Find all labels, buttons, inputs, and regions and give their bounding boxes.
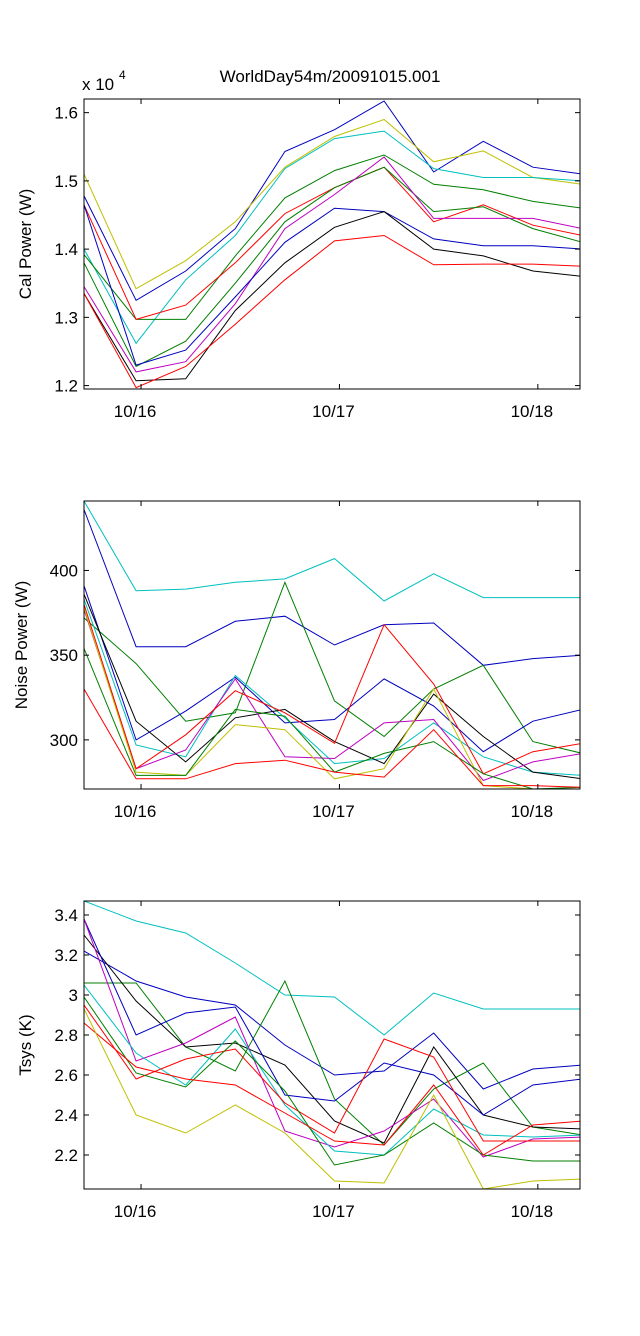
y-tick-label: 400 xyxy=(50,561,78,580)
x-tick-label: 10/18 xyxy=(511,402,554,421)
chart-panels: 1.2 1.3 1.4 1.5 1.6 10/16 10/17 10/18 Cal Power … xyxy=(12,68,581,1221)
series-line-1 xyxy=(84,901,580,1036)
x-tick-label: 10/18 xyxy=(511,1202,554,1221)
series-line-3 xyxy=(84,580,580,754)
series-line-9 xyxy=(84,211,580,382)
x-tick-label: 10/16 xyxy=(114,1202,157,1221)
y-exponent-power: 4 xyxy=(119,68,126,82)
series-line-8 xyxy=(84,604,580,775)
x-tick-label: 10/17 xyxy=(312,1202,355,1221)
series-line-3 xyxy=(84,130,580,345)
series-group xyxy=(84,501,580,789)
series-line-2 xyxy=(84,950,580,1090)
y-tick-label: 350 xyxy=(50,646,78,665)
series-line-5 xyxy=(84,599,580,776)
series-line-9 xyxy=(84,996,580,1166)
series-line-3 xyxy=(84,979,580,1146)
y-tick-label: 3.2 xyxy=(54,946,78,965)
series-line-7 xyxy=(84,156,580,373)
y-tick-label: 2.8 xyxy=(54,1026,78,1045)
series-line-2 xyxy=(84,118,580,290)
plot-frame xyxy=(83,98,581,390)
x-tick-label: 10/17 xyxy=(312,802,355,821)
series-line-9 xyxy=(84,607,580,789)
x-tick-label: 10/18 xyxy=(511,802,554,821)
figure-title: WorldDay54m/20091015.001 xyxy=(220,67,441,86)
series-line-8 xyxy=(84,1004,580,1142)
y-tick-label: 2.6 xyxy=(54,1066,78,1085)
y-tick-label: 2.2 xyxy=(54,1146,78,1165)
series-group xyxy=(84,100,580,389)
series-line-10 xyxy=(84,1022,580,1156)
y-tick-label: 3.4 xyxy=(54,906,78,925)
series-line-11 xyxy=(84,688,580,788)
chart-panel-2: 300 350 400 10/16 10/17 10/18 Noise Power (W) xyxy=(12,500,581,821)
y-axis-label: Tsys (K) xyxy=(16,1014,35,1075)
y-exponent-label: x 10 xyxy=(82,75,114,94)
series-line-6 xyxy=(84,594,580,779)
y-tick-label: 2.4 xyxy=(54,1106,78,1125)
x-tick-label: 10/17 xyxy=(312,402,355,421)
series-line-4 xyxy=(84,934,580,1144)
series-line-1 xyxy=(84,501,580,602)
series-line-8 xyxy=(84,204,580,366)
y-tick-label: 1.3 xyxy=(54,308,78,327)
y-axis-label: Noise Power (W) xyxy=(12,581,31,709)
series-line-7 xyxy=(84,984,580,1156)
series-group xyxy=(84,901,580,1189)
series-line-11 xyxy=(84,1008,580,1189)
y-axis-label: Cal Power (W) xyxy=(16,189,35,300)
y-tick-label: 1.5 xyxy=(54,172,78,191)
plot-frame xyxy=(83,900,581,1190)
series-line-7 xyxy=(84,609,580,782)
series-line-4 xyxy=(84,154,580,320)
y-tick-label: 3 xyxy=(69,986,78,1005)
series-line-5 xyxy=(84,918,580,1116)
y-tick-label: 1.4 xyxy=(54,240,78,259)
y-tick-label: 1.6 xyxy=(54,104,78,123)
x-tick-label: 10/16 xyxy=(114,402,157,421)
plot-frame xyxy=(83,500,581,790)
y-tick-label: 300 xyxy=(50,731,78,750)
x-tick-label: 10/16 xyxy=(114,802,157,821)
series-line-4 xyxy=(84,585,580,753)
series-line-10 xyxy=(84,234,580,389)
chart-panel-1: 1.2 1.3 1.4 1.5 1.6 10/16 10/17 10/18 Cal Power … xyxy=(16,68,581,421)
y-tick-label: 1.2 xyxy=(54,377,78,396)
series-line-6 xyxy=(84,918,580,1158)
series-line-6 xyxy=(84,166,580,368)
series-line-1 xyxy=(84,100,580,302)
chart-panel-3: 2.2 2.4 2.6 2.8 3 3.2 3.4 10/16 10/17 10/18 Tsys (… xyxy=(16,900,581,1221)
series-line-2 xyxy=(84,509,580,666)
